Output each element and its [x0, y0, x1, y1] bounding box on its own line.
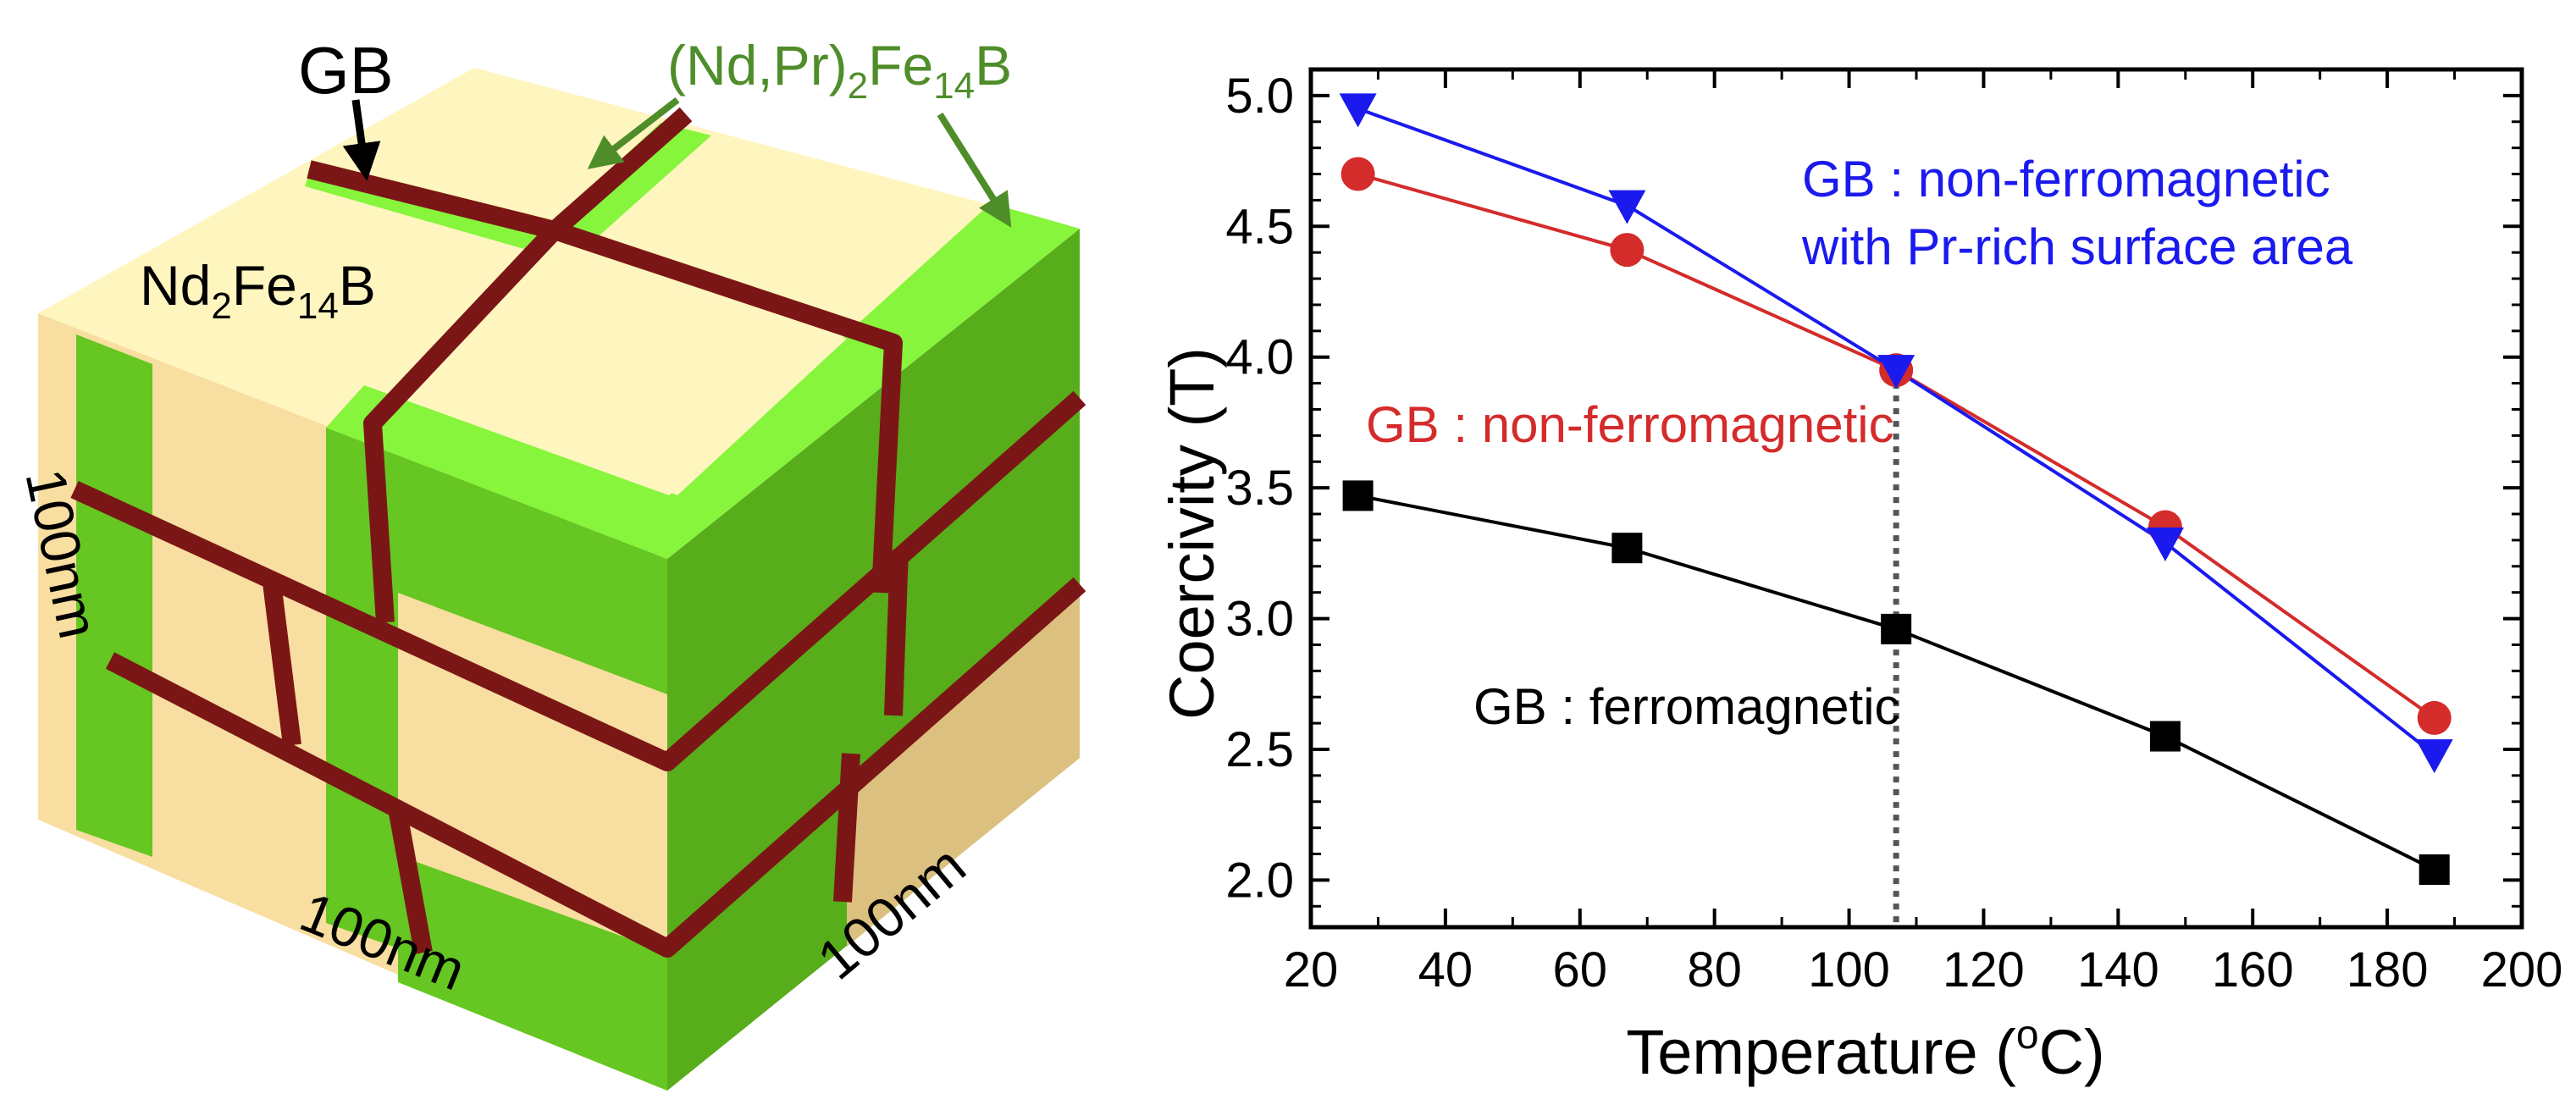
- gb-top-1: [307, 160, 903, 594]
- y-tick-label: 3.0: [1225, 592, 1294, 647]
- x-tick-label: 120: [1943, 942, 2025, 997]
- y-tick-label: 2.5: [1225, 722, 1294, 777]
- x-tick-label: 60: [1553, 942, 1608, 997]
- gb-left-lower: [105, 577, 1086, 958]
- y-tick-label: 3.5: [1225, 461, 1294, 516]
- data-point-square: [1881, 613, 1912, 644]
- gb-right-v1: [884, 550, 909, 716]
- shell-arrow-right: [937, 112, 1012, 228]
- top-face-shell-strip: [550, 123, 711, 241]
- series-markers: [1339, 93, 2453, 886]
- cube-right-face: [667, 229, 1080, 1091]
- x-tick-label: 20: [1284, 942, 1339, 997]
- axis-ticks: [1309, 69, 2523, 927]
- data-point-triangle: [1877, 355, 1915, 389]
- grain-boundaries: [70, 107, 1086, 958]
- gb-arrow: [342, 99, 381, 181]
- left-face-shell-band-a: [76, 334, 152, 857]
- data-point-square: [2418, 854, 2450, 886]
- y-tick-label: 5.0: [1225, 69, 1294, 124]
- x-tick-label: 40: [1418, 942, 1473, 997]
- annotation-red: GB : non-ferromagnetic: [1366, 396, 1894, 453]
- x-tick-label: 100: [1808, 942, 1890, 997]
- annotation-blue-line1: GB : non-ferromagnetic: [1802, 151, 2330, 207]
- microstructure-cube-illustration: GB (Nd,Pr)2Fe14B Nd2Fe14B 100nm 100nm 10…: [14, 33, 1086, 1091]
- left-face-shell-lower-right: [398, 855, 667, 1091]
- x-tick-label: 200: [2481, 942, 2563, 997]
- data-point-triangle: [1339, 93, 1377, 128]
- gb-top-2: [363, 107, 693, 623]
- data-point-circle: [1341, 157, 1375, 191]
- x-tick-label: 180: [2347, 942, 2429, 997]
- annotation-blue-line2: with Pr-rich surface area: [1801, 218, 2353, 275]
- data-point-circle: [2417, 700, 2452, 735]
- axis-tick-labels: 20 40 60 80 100 120 140 160 180 200 2.0 2.5 3.0 3.5 4.…: [1225, 69, 2562, 997]
- x-tick-label: 140: [2077, 942, 2159, 997]
- cube-top-face: [38, 68, 1080, 559]
- gb-left-v2: [389, 811, 433, 954]
- data-point-triangle: [2415, 739, 2453, 774]
- left-face-shell-upper: [326, 428, 667, 694]
- top-face-shell-right: [326, 203, 1080, 559]
- annotation-black: GB : ferromagnetic: [1473, 678, 1900, 735]
- gb-left-v1: [262, 574, 301, 747]
- y-tick-label: 4.0: [1225, 330, 1294, 385]
- data-point-square: [1611, 533, 1643, 564]
- data-point-square: [1342, 480, 1374, 511]
- data-point-triangle: [1608, 190, 1646, 224]
- data-point-triangle: [2146, 528, 2184, 562]
- gb-label: GB: [298, 33, 394, 108]
- shell-arrow-left: [587, 97, 680, 169]
- y-axis-label: Coercivity (T): [1157, 347, 1227, 720]
- right-face-shell: [667, 229, 1080, 1091]
- data-point-circle: [1610, 233, 1645, 268]
- cube-left-face: [38, 313, 667, 1091]
- data-point-square: [2149, 721, 2181, 752]
- y-tick-label: 4.5: [1225, 199, 1294, 254]
- x-axis-label: Temperature (oC): [1626, 1013, 2104, 1087]
- x-tick-label: 160: [2212, 942, 2294, 997]
- top-face-core-inner: [406, 254, 847, 495]
- shell-phase-label: (Nd,Pr)2Fe14B: [667, 34, 1012, 107]
- core-phase-label: Nd2Fe14B: [140, 254, 376, 327]
- x-tick-label: 80: [1687, 942, 1742, 997]
- y-tick-label: 2.0: [1225, 853, 1294, 908]
- gb-right-v2: [833, 753, 860, 903]
- right-face-core-lower: [847, 593, 1080, 947]
